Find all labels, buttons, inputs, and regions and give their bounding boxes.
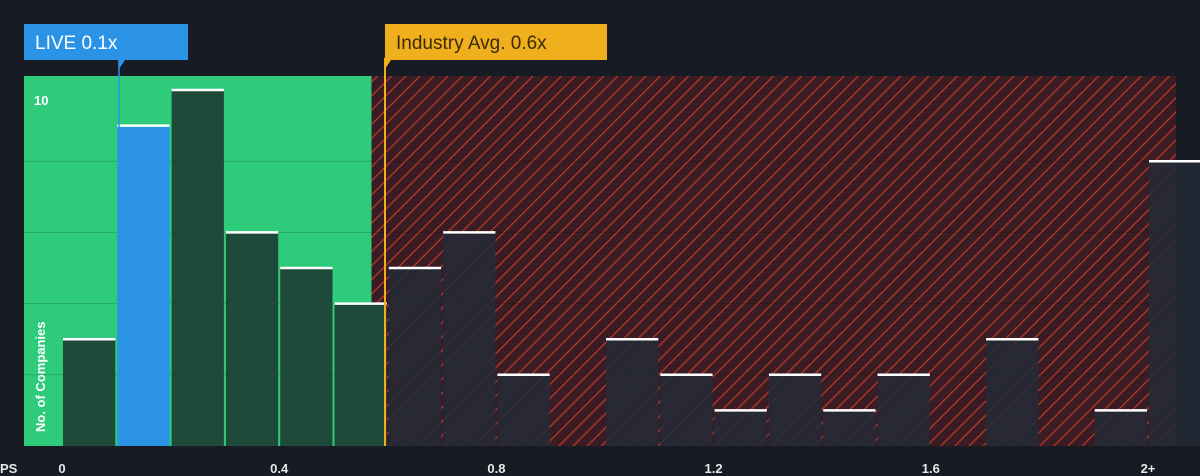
y-tick-label: 10 bbox=[34, 93, 48, 108]
x-tick-label: 1.2 bbox=[705, 461, 723, 476]
industry-callout: Industry Avg. 0.6x bbox=[385, 24, 607, 69]
bars bbox=[63, 88, 1200, 446]
company-callout-label: LIVE 0.1x bbox=[35, 33, 118, 54]
bar bbox=[171, 90, 224, 446]
markers bbox=[118, 58, 386, 446]
y-axis-label: No. of Companies bbox=[33, 321, 48, 432]
industry-callout-label: Industry Avg. 0.6x bbox=[396, 33, 547, 54]
industry-callout-box bbox=[385, 24, 607, 69]
bar bbox=[660, 374, 713, 446]
x-axis-label: PS bbox=[0, 461, 18, 476]
x-tick-label: 0 bbox=[58, 461, 65, 476]
bar bbox=[334, 303, 387, 446]
bar bbox=[225, 232, 279, 446]
x-tick-label: 1.6 bbox=[922, 461, 940, 476]
bar bbox=[388, 268, 442, 446]
x-tick-label: 2+ bbox=[1141, 461, 1156, 476]
bar bbox=[1094, 410, 1147, 446]
bar bbox=[280, 268, 333, 446]
x-tick-label: 0.8 bbox=[487, 461, 505, 476]
bar bbox=[443, 232, 496, 446]
bar bbox=[714, 410, 767, 446]
company-callout: LIVE 0.1x bbox=[24, 24, 188, 69]
x-tick-label: 0.4 bbox=[270, 461, 289, 476]
bar bbox=[823, 410, 876, 446]
company-callout-box bbox=[24, 24, 188, 69]
bar bbox=[63, 339, 116, 446]
bar bbox=[606, 339, 659, 446]
bar bbox=[986, 339, 1039, 446]
bar bbox=[877, 374, 930, 446]
bar bbox=[1149, 161, 1200, 446]
callouts: LIVE 0.1x Industry Avg. 0.6x bbox=[24, 24, 607, 69]
bar-company bbox=[117, 125, 170, 446]
bar bbox=[497, 374, 550, 446]
axes: PS No. of Companies 0 0.4 0.8 1.2 1.6 2+ 10 bbox=[0, 93, 1156, 476]
bar bbox=[768, 374, 822, 446]
